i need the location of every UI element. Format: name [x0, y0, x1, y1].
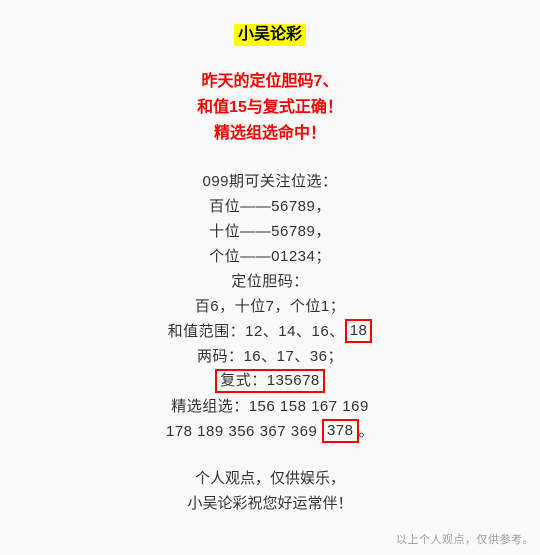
picks-line: 十位——56789， — [0, 219, 540, 244]
closing: 个人观点，仅供娱乐， 小吴论彩祝您好运常伴！ — [0, 466, 540, 516]
picks-line-group: 178 189 356 367 369 378。 — [0, 419, 540, 444]
group-prefix: 178 189 356 367 369 — [166, 423, 322, 440]
disclaimer-footer: 以上个人观点，仅供参考。 — [396, 528, 534, 553]
picks-line: 定位胆码： — [0, 269, 540, 294]
result-line: 和值15与复式正确！ — [0, 95, 540, 121]
picks-line: 个位——01234； — [0, 244, 540, 269]
closing-line: 个人观点，仅供娱乐， — [0, 466, 540, 491]
boxed-number: 378 — [322, 419, 359, 443]
picks-line-compound: 复式：135678 — [0, 369, 540, 394]
sum-prefix: 和值范围：12、14、16、 — [168, 323, 345, 340]
result-line: 精选组选命中！ — [0, 121, 540, 147]
picks-line-sum: 和值范围：12、14、16、18 — [0, 319, 540, 344]
picks-block: 099期可关注位选： 百位——56789， 十位——56789， 个位——012… — [0, 169, 540, 444]
page-title: 小吴论彩 — [234, 24, 306, 46]
title-row: 小吴论彩 — [0, 22, 540, 47]
closing-line: 小吴论彩祝您好运常伴！ — [0, 491, 540, 516]
picks-line: 百6，十位7，个位1； — [0, 294, 540, 319]
picks-line: 两码：16、17、36； — [0, 344, 540, 369]
boxed-number: 18 — [345, 319, 373, 343]
yesterday-result: 昨天的定位胆码7、 和值15与复式正确！ 精选组选命中！ — [0, 69, 540, 147]
boxed-number: 复式：135678 — [215, 369, 325, 393]
picks-line: 099期可关注位选： — [0, 169, 540, 194]
picks-line: 精选组选：156 158 167 169 — [0, 394, 540, 419]
picks-line: 百位——56789， — [0, 194, 540, 219]
result-line: 昨天的定位胆码7、 — [0, 69, 540, 95]
lottery-tip-sheet: 小吴论彩 昨天的定位胆码7、 和值15与复式正确！ 精选组选命中！ 099期可关… — [0, 0, 540, 555]
group-suffix: 。 — [359, 423, 375, 440]
